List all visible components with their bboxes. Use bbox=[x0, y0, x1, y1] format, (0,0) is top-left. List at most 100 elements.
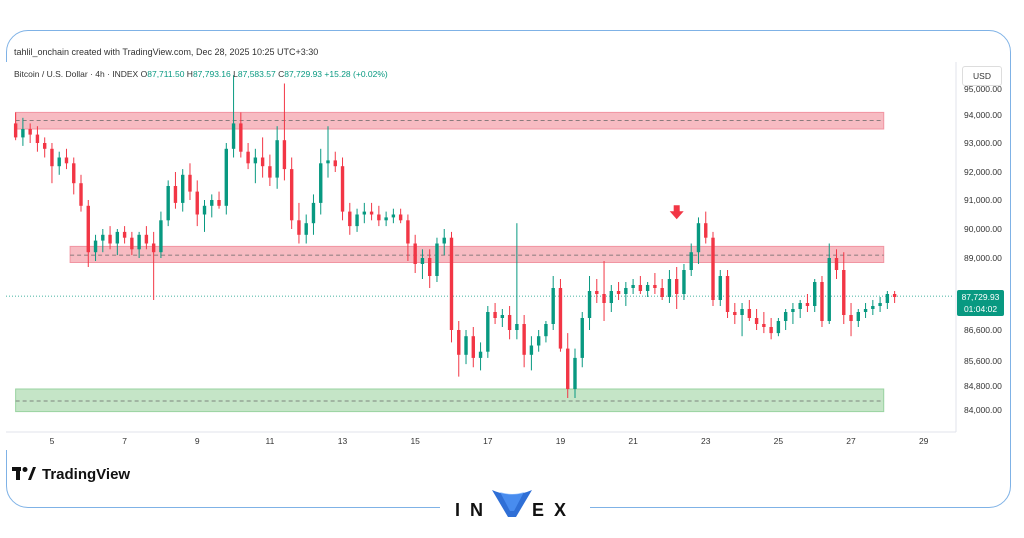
x-tick-label: 27 bbox=[846, 436, 856, 446]
candle-up bbox=[791, 309, 795, 312]
tradingview-logo[interactable]: TradingView bbox=[12, 464, 130, 484]
candle-down bbox=[217, 200, 221, 206]
candle-down bbox=[333, 160, 337, 167]
candle-up bbox=[391, 214, 396, 218]
candle-up bbox=[718, 276, 722, 300]
candle-down bbox=[834, 258, 839, 270]
candle-down bbox=[747, 309, 752, 318]
candle-down bbox=[471, 336, 475, 358]
candle-down bbox=[754, 318, 759, 324]
candle-down bbox=[769, 327, 773, 334]
x-tick-label: 21 bbox=[628, 436, 638, 446]
candle-up bbox=[783, 312, 788, 321]
candle-up bbox=[159, 220, 163, 253]
candle-down bbox=[188, 174, 192, 192]
low-label: L bbox=[233, 69, 238, 79]
last-price-value: 87,729.93 bbox=[961, 292, 1000, 302]
sell-arrow-icon bbox=[669, 205, 684, 220]
y-tick-label: 95,000.00 bbox=[964, 84, 1002, 94]
candle-down bbox=[195, 191, 199, 215]
candle-up bbox=[224, 148, 228, 206]
candle-down bbox=[297, 220, 301, 235]
candle-up bbox=[202, 205, 207, 215]
candle-down bbox=[558, 288, 563, 349]
x-tick-label: 25 bbox=[774, 436, 784, 446]
price-chart[interactable]: 84,000.00 84,800.00 85,600.00 86,600.00 89,0… bbox=[6, 62, 1010, 450]
low-value: 87,583.57 bbox=[237, 69, 276, 79]
candle-down bbox=[653, 285, 657, 288]
candle-down bbox=[602, 294, 606, 303]
candle-up bbox=[166, 186, 170, 221]
candle-down bbox=[842, 270, 846, 315]
candle-up bbox=[137, 234, 141, 250]
bar-countdown: 01:04:02 bbox=[963, 304, 998, 314]
candle-up bbox=[326, 160, 330, 164]
candle-up bbox=[776, 321, 781, 334]
x-tick-label: 13 bbox=[338, 436, 348, 446]
candle-up bbox=[813, 282, 817, 306]
candle-up bbox=[587, 291, 592, 318]
candle-down bbox=[122, 231, 127, 238]
candle-down bbox=[13, 123, 18, 138]
candle-down bbox=[638, 285, 643, 291]
candle-down bbox=[507, 315, 512, 330]
candle-down bbox=[289, 169, 294, 221]
candle-up bbox=[529, 345, 534, 355]
candle-up bbox=[631, 285, 635, 288]
candle-down bbox=[79, 183, 83, 206]
candle-up bbox=[319, 163, 323, 203]
x-tick-label: 5 bbox=[50, 436, 55, 446]
candle-down bbox=[340, 166, 345, 212]
candle-up bbox=[609, 291, 614, 303]
y-tick-label: 84,800.00 bbox=[964, 381, 1002, 391]
y-tick-label: 84,000.00 bbox=[964, 405, 1002, 415]
created-by-text: tahlil_onchain created with TradingView.… bbox=[14, 47, 319, 57]
candle-down bbox=[35, 134, 40, 143]
candle-down bbox=[616, 291, 621, 294]
invex-v-icon bbox=[492, 490, 532, 517]
candle-up bbox=[536, 336, 541, 346]
candle-down bbox=[522, 324, 526, 355]
candle-down bbox=[282, 140, 287, 170]
y-tick-label: 90,000.00 bbox=[964, 224, 1002, 234]
candle-up bbox=[624, 288, 628, 294]
last-price-tag: 87,729.93 01:04:02 bbox=[957, 290, 1004, 316]
candle-up bbox=[878, 303, 882, 306]
candle-up bbox=[21, 129, 25, 138]
candle-up bbox=[740, 309, 744, 315]
candle-up bbox=[500, 315, 505, 318]
change-value: +15.28 (+0.02%) bbox=[324, 69, 388, 79]
candle-down bbox=[151, 243, 156, 253]
candle-down bbox=[86, 205, 90, 253]
x-tick-label: 9 bbox=[195, 436, 200, 446]
candle-down bbox=[493, 312, 497, 318]
candle-down bbox=[50, 148, 54, 167]
candle-down bbox=[566, 348, 570, 389]
symbol-name: Bitcoin / U.S. Dollar · 4h · INDEX bbox=[14, 69, 139, 79]
high-label: H bbox=[186, 69, 193, 79]
candle-up bbox=[420, 258, 425, 264]
candle-down bbox=[892, 294, 897, 297]
candle-up bbox=[435, 243, 439, 276]
chart-area[interactable]: 84,000.00 84,800.00 85,600.00 86,600.00 89,0… bbox=[6, 62, 1010, 450]
candle-up bbox=[486, 312, 490, 352]
currency-button[interactable]: USD bbox=[962, 66, 1002, 86]
candle-up bbox=[856, 312, 860, 321]
open-value: 87,711.50 bbox=[147, 69, 185, 79]
candle-up bbox=[667, 279, 672, 297]
candle-down bbox=[377, 214, 381, 221]
candle-down bbox=[42, 143, 47, 149]
candle-down bbox=[820, 282, 824, 321]
candle-down bbox=[674, 279, 679, 294]
candle-up bbox=[551, 288, 555, 324]
candle-down bbox=[130, 237, 134, 250]
candle-up bbox=[827, 258, 831, 321]
candle-up bbox=[362, 211, 367, 215]
candle-up bbox=[210, 200, 214, 206]
invex-left-text: IN bbox=[455, 500, 493, 520]
resistance-zone bbox=[69, 245, 885, 263]
candle-down bbox=[64, 157, 69, 164]
candle-down bbox=[849, 315, 853, 321]
candle-down bbox=[28, 129, 32, 135]
candle-up bbox=[355, 214, 359, 227]
